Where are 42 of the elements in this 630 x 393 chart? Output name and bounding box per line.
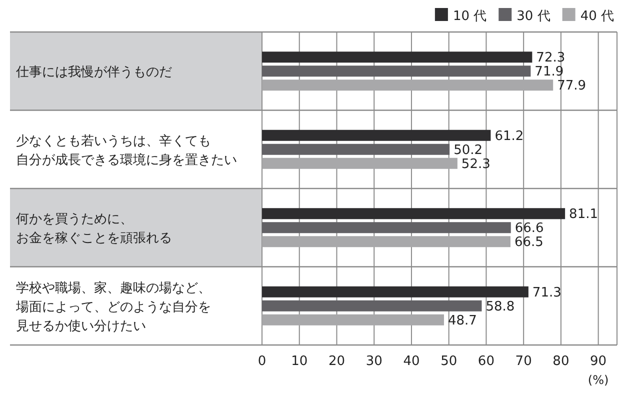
data-label: 66.5 [514,235,544,250]
bar [262,208,566,220]
y-tick-label: 何かを買うために、お金を稼ぐことを頑張れる [16,212,172,246]
bar [262,314,444,326]
data-label: 77.9 [557,78,586,94]
x-tick-label: 70 [515,354,532,369]
data-label: 48.7 [448,313,477,328]
bar [262,286,528,298]
x-tick-label: 90 [590,354,607,369]
data-label: 58.8 [486,299,515,314]
data-label: 81.1 [569,207,598,222]
bar [262,300,482,312]
data-label: 66.6 [514,221,544,236]
data-label: 71.3 [532,285,562,300]
x-tick-label: 80 [552,354,570,369]
data-label: 50.2 [454,142,483,158]
bar [262,52,532,63]
data-label: 52.3 [461,156,490,172]
legend-label: 40 代 [580,9,614,24]
bar [262,236,510,248]
x-tick-label: 20 [328,354,346,369]
bar [262,158,458,169]
bar [262,130,491,141]
x-axis-title: (%) [588,373,609,387]
data-label: 61.2 [494,128,524,144]
legend-label: 30 代 [516,9,550,24]
y-tick-label: 学校や職場、家、趣味の場など、場面によって、どのような自分を見せるか使い分けたい [15,280,211,334]
bar [262,144,450,155]
x-tick-label: 60 [478,354,494,369]
x-tick-label: 30 [366,354,382,369]
y-tick-label: 少なくとも若いうちは、辛くても自分が成長できる環境に身を置きたい [16,134,237,168]
x-tick-label: 0 [258,354,266,369]
x-tick-label: 10 [291,354,308,369]
x-tick-label: 40 [403,354,420,369]
y-tick-label: 仕事には我慢が伴うものだ [15,65,172,80]
data-label: 72.3 [536,50,566,66]
legend-label: 10 代 [452,9,487,24]
bar [262,222,511,234]
bar [262,66,531,77]
bar [262,80,554,91]
data-label: 71.9 [534,64,564,80]
x-tick-label: 50 [440,354,458,369]
